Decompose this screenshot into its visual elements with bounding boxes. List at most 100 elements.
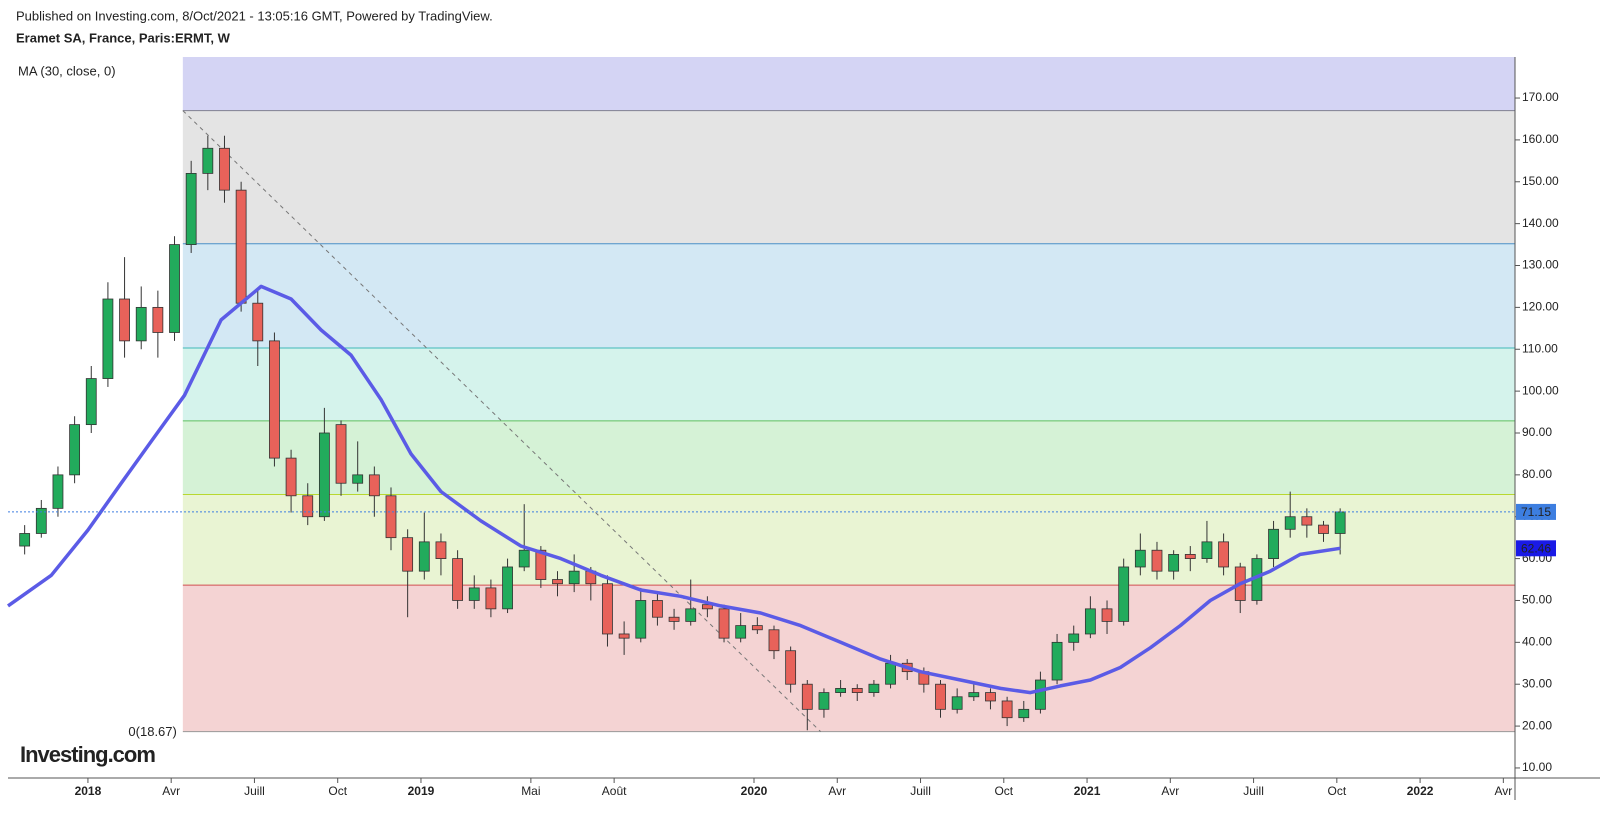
candle-body [352, 474, 364, 484]
candle-body [885, 662, 896, 685]
candle-body [1318, 524, 1329, 534]
candle-body [402, 537, 414, 572]
candle-body [252, 302, 264, 342]
candle-body [1334, 511, 1346, 534]
candle-body [185, 172, 197, 245]
candle-body [1284, 516, 1296, 530]
candle-body [52, 474, 64, 509]
candle-body [785, 650, 797, 685]
candle-body [535, 549, 547, 580]
y-tick-label: 50.00 [1522, 593, 1552, 607]
candle-body [985, 692, 996, 702]
candle-body [735, 625, 747, 639]
y-tick-label: 150.00 [1522, 174, 1559, 188]
candle-body [518, 549, 530, 568]
candle-body [1018, 708, 1030, 719]
candle-body [1268, 528, 1279, 560]
y-tick-label: 120.00 [1522, 300, 1559, 314]
candle-body [552, 579, 563, 585]
candle-body [335, 424, 347, 484]
candle-body [868, 683, 880, 693]
candle-body [951, 696, 963, 710]
candle-body [701, 604, 713, 610]
x-tick-label: Août [602, 784, 627, 798]
x-tick-label: Oct [1327, 784, 1346, 798]
x-tick-label: Avr [828, 784, 846, 798]
candle-body [1035, 679, 1046, 710]
x-tick-label: Oct [994, 784, 1013, 798]
published-note: Published on Investing.com, 8/Oct/2021 -… [16, 8, 493, 23]
candle-body [69, 424, 81, 476]
candle-body [935, 683, 946, 710]
x-tick-label: Avr [1494, 784, 1512, 798]
candle-body [385, 495, 397, 539]
fib-zone [182, 420, 1515, 495]
fib-zone [182, 585, 1515, 732]
y-tick-label: 40.00 [1522, 635, 1552, 649]
candle-body [368, 474, 380, 497]
x-tick-label: Oct [328, 784, 347, 798]
x-tick-label: Juill [244, 784, 265, 798]
y-tick-label: 160.00 [1522, 132, 1559, 146]
candle-body [219, 147, 230, 191]
moving-average-line [6, 284, 1341, 695]
x-tick-label: Mai [521, 784, 540, 798]
fib-zone [182, 243, 1515, 348]
candle-body [968, 692, 980, 698]
candle-body [302, 495, 314, 518]
y-tick-label: 170.00 [1522, 90, 1559, 104]
candle-body [602, 583, 613, 635]
y-tick-label: 30.00 [1522, 676, 1552, 690]
last-price-label: 71.15 [1521, 505, 1551, 519]
y-tick-label: 130.00 [1522, 258, 1559, 272]
candle-body [718, 608, 730, 639]
y-tick-label: 140.00 [1522, 216, 1559, 230]
x-tick-label: Avr [1161, 784, 1179, 798]
candle-body [685, 608, 697, 622]
x-tick-label: 2022 [1407, 784, 1434, 798]
candle-body [85, 378, 97, 426]
logo: Investing.com [20, 742, 155, 767]
candle-body [1201, 541, 1213, 560]
chart-title: Eramet SA, France, Paris:ERMT, W [16, 30, 231, 45]
plot-area [6, 57, 1515, 733]
y-tick-label: 10.00 [1522, 760, 1552, 774]
y-tick-label: 20.00 [1522, 718, 1552, 732]
candle-body [801, 683, 813, 710]
candle-body [285, 457, 297, 497]
ma-value-label: 62.46 [1521, 541, 1551, 555]
candle-body [851, 687, 863, 693]
fib-zone [182, 494, 1515, 586]
candle-body [468, 587, 480, 601]
candle-body [452, 558, 464, 601]
ma-badge [1516, 540, 1556, 557]
candle-body [1168, 554, 1180, 572]
x-tick-label: 2021 [1074, 784, 1101, 798]
candle-body [768, 629, 780, 652]
y-tick-label: 90.00 [1522, 425, 1552, 439]
candle-body [318, 432, 330, 518]
last-price-badge [1516, 503, 1556, 520]
fib-label: 0(18.67) [128, 724, 176, 739]
candle-body [1101, 608, 1113, 622]
candle-body [202, 147, 214, 174]
candle-body [1001, 700, 1013, 719]
candle-body [235, 189, 247, 304]
fib-zone [182, 110, 1515, 244]
candle-body [1051, 641, 1063, 681]
x-tick-label: 2019 [408, 784, 435, 798]
candle-body [635, 600, 647, 639]
candle-body [418, 541, 430, 572]
candle-body [19, 533, 31, 547]
fib-zone [182, 347, 1515, 421]
candle-body [835, 687, 846, 693]
candle-body [1184, 554, 1196, 560]
candle-body [35, 507, 47, 534]
candle-body [1068, 633, 1080, 643]
candle-body [1118, 566, 1130, 622]
candle-body [135, 306, 147, 342]
x-tick-label: Juill [1243, 784, 1264, 798]
candle-body [102, 298, 114, 379]
y-tick-label: 80.00 [1522, 467, 1552, 481]
